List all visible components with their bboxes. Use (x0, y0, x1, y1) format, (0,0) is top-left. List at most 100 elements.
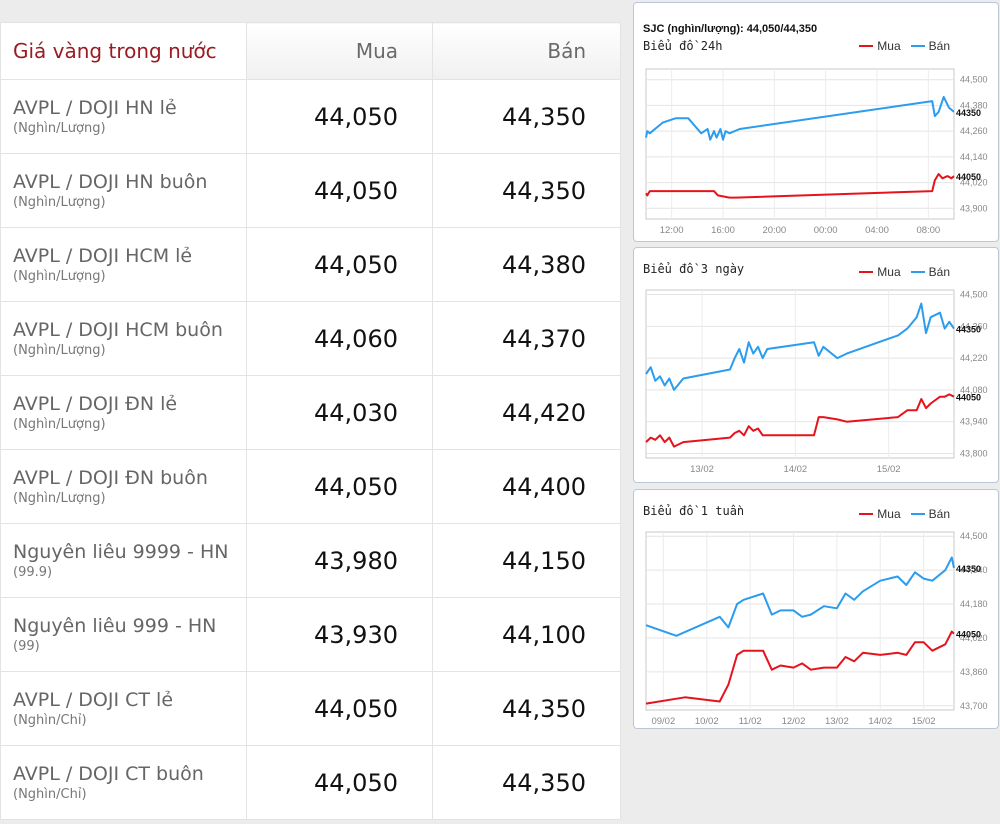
row-name: AVPL / DOJI ĐN buôn (13, 466, 208, 489)
table-row: AVPL / DOJI HCM lẻ (Nghìn/Lượng) 44,050 4… (0, 227, 621, 302)
y-tick-label: 44,500 (960, 531, 988, 541)
x-tick-label: 00:00 (814, 225, 838, 236)
chart-24h: 43,900 44,020 44,140 44,260 44,380 44,500 12:0… (645, 68, 988, 236)
sell-price: 44,420 (432, 375, 621, 450)
sell-price: 44,350 (432, 153, 621, 228)
row-name: AVPL / DOJI HN lẻ (13, 96, 177, 119)
table-row: Nguyên liêu 9999 - HN (99.9) 43,980 44,15… (0, 523, 621, 598)
row-name: AVPL / DOJI CT buôn (13, 762, 204, 785)
table-header-row: Giá vàng trong nước Mua Bán (0, 22, 621, 80)
row-name: AVPL / DOJI ĐN lẻ (13, 392, 178, 415)
row-unit: (Nghìn/Lượng) (13, 490, 106, 506)
legend-buy-label: Mua (877, 38, 901, 53)
plot-area (645, 68, 955, 220)
plot-area (645, 289, 955, 459)
y-tick-label: 44,080 (960, 385, 988, 395)
buy-price: 44,050 (246, 227, 433, 302)
buy-price: 44,050 (246, 745, 433, 820)
buy-price: 44,060 (246, 301, 433, 376)
x-tick-label: 20:00 (762, 225, 786, 236)
table-row: AVPL / DOJI HCM buôn (Nghìn/Lượng) 44,060… (0, 301, 621, 376)
end-label-buy: 44050 (956, 630, 981, 640)
legend-sell-label: Bán (928, 38, 950, 53)
end-label-sell: 44350 (956, 108, 981, 118)
legend-buy-swatch (859, 512, 874, 515)
row-unit: (Nghìn/Lượng) (13, 194, 106, 210)
chart-1week: 43,700 43,860 44,020 44,180 44,340 44,500 09/0… (645, 531, 988, 727)
x-tick-label: 12/02 (782, 716, 806, 727)
sell-price: 44,350 (432, 671, 621, 746)
buy-price: 43,930 (246, 597, 433, 672)
buy-price: 43,980 (246, 523, 433, 598)
table-row: AVPL / DOJI ĐN buôn (Nghìn/Lượng) 44,050 … (0, 449, 621, 524)
sell-price: 44,370 (432, 301, 621, 376)
row-unit: (Nghìn/Lượng) (13, 268, 106, 284)
x-tick-label: 10/02 (695, 716, 719, 727)
row-unit: (99) (13, 638, 40, 654)
y-tick-label: 44,140 (960, 152, 988, 162)
legend-buy-label: Mua (877, 264, 901, 279)
end-label-buy: 44050 (956, 172, 981, 182)
legend-buy-swatch (859, 270, 874, 273)
y-tick-label: 44,220 (960, 353, 988, 363)
end-label-buy: 44050 (956, 393, 981, 403)
y-tick-label: 44,020 (960, 178, 988, 188)
y-tick-label: 43,900 (960, 203, 988, 213)
end-label-sell: 44350 (956, 325, 981, 335)
chart-panel-1week: 43,700 43,860 44,020 44,180 44,340 44,500 09/0… (633, 489, 999, 729)
y-tick-label: 43,860 (960, 667, 988, 677)
buy-price: 44,050 (246, 671, 433, 746)
table-row: Nguyên liêu 999 - HN (99) 43,930 44,100 (0, 597, 621, 672)
table-row: AVPL / DOJI HN buôn (Nghìn/Lượng) 44,050 … (0, 153, 621, 228)
legend-sell-label: Bán (928, 264, 950, 279)
row-name: AVPL / DOJI HCM lẻ (13, 244, 193, 267)
y-tick-label: 44,020 (960, 633, 988, 643)
legend-sell-label: Bán (928, 506, 950, 521)
chart-legend: Mua Bán (849, 38, 950, 53)
sjc-price-info: SJC (nghìn/lượng): 44,050/44,350 (643, 23, 818, 35)
chart-title: Biểu đồ 24h (643, 39, 723, 53)
price-table: Giá vàng trong nước Mua Bán AVPL / DOJI … (0, 22, 621, 820)
chart-title: Biểu đồ 1 tuần (643, 504, 745, 518)
buy-series-line (645, 393, 955, 448)
x-tick-label: 15/02 (912, 716, 936, 727)
y-tick-label: 44,360 (960, 321, 988, 331)
y-tick-label: 43,700 (960, 701, 988, 711)
plot-area (645, 531, 955, 711)
chart-panel-3days: 43,800 43,940 44,080 44,220 44,360 44,500 13/0… (633, 247, 999, 483)
x-tick-label: 15/02 (877, 464, 901, 475)
x-tick-label: 08:00 (916, 225, 940, 236)
table-row: AVPL / DOJI HN lẻ (Nghìn/Lượng) 44,050 44… (0, 79, 621, 154)
chart-3days: 43,800 43,940 44,080 44,220 44,360 44,500 13/0… (645, 289, 988, 475)
x-tick-label: 16:00 (711, 225, 735, 236)
x-tick-label: 14/02 (783, 464, 807, 475)
sell-price: 44,350 (432, 79, 621, 154)
table-title: Giá vàng trong nước (0, 22, 247, 80)
row-name: AVPL / DOJI HN buôn (13, 170, 208, 193)
y-tick-label: 44,180 (960, 599, 988, 609)
row-unit: (Nghìn/Chỉ) (13, 786, 87, 802)
sell-price: 44,400 (432, 449, 621, 524)
sell-series-line (645, 556, 955, 637)
buy-price: 44,030 (246, 375, 433, 450)
legend-sell-swatch (910, 512, 925, 515)
y-tick-label: 44,500 (960, 290, 988, 300)
y-tick-label: 44,380 (960, 100, 988, 110)
legend-sell-swatch (910, 44, 925, 47)
chart-title: Biểu đồ 3 ngày (643, 262, 745, 276)
y-tick-label: 43,940 (960, 417, 988, 427)
row-unit: (Nghìn/Lượng) (13, 416, 106, 432)
chart-panel-24h: 43,900 44,020 44,140 44,260 44,380 44,500 12:0… (633, 2, 999, 242)
buy-price: 44,050 (246, 449, 433, 524)
column-header-sell: Bán (432, 22, 621, 80)
buy-price: 44,050 (246, 153, 433, 228)
row-name: AVPL / DOJI HCM buôn (13, 318, 223, 341)
table-row: AVPL / DOJI CT lẻ (Nghìn/Chỉ) 44,050 44,3… (0, 671, 621, 746)
sell-series-line (645, 95, 955, 141)
row-name: AVPL / DOJI CT lẻ (13, 688, 174, 711)
chart-legend: Mua Bán (849, 264, 950, 279)
x-tick-label: 09/02 (651, 716, 675, 727)
x-tick-label: 11/02 (739, 716, 762, 727)
row-unit: (99.9) (13, 564, 53, 580)
x-tick-label: 12:00 (660, 225, 684, 236)
